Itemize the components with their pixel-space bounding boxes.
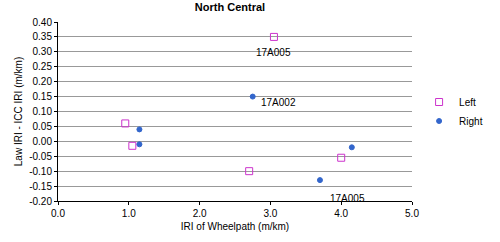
svg-text:-0.05: -0.05: [29, 151, 52, 162]
svg-text:17A005: 17A005: [256, 47, 291, 58]
svg-text:1.0: 1.0: [122, 208, 136, 219]
svg-text:-0.20: -0.20: [29, 196, 52, 207]
svg-text:0.30: 0.30: [33, 46, 53, 57]
svg-text:0.25: 0.25: [33, 61, 53, 72]
svg-text:2.0: 2.0: [193, 208, 207, 219]
svg-text:17A002: 17A002: [261, 97, 296, 108]
svg-text:0.10: 0.10: [33, 106, 53, 117]
svg-text:5.0: 5.0: [405, 208, 419, 219]
svg-text:3.0: 3.0: [263, 208, 277, 219]
svg-text:0.00: 0.00: [33, 136, 53, 147]
svg-text:17A005: 17A005: [330, 193, 365, 204]
svg-text:0.15: 0.15: [33, 91, 53, 102]
svg-text:0.0: 0.0: [51, 208, 65, 219]
svg-text:0.35: 0.35: [33, 31, 53, 42]
svg-text:4.0: 4.0: [334, 208, 348, 219]
svg-text:-0.10: -0.10: [29, 166, 52, 177]
svg-text:North Central: North Central: [195, 1, 265, 13]
svg-text:-0.15: -0.15: [29, 181, 52, 192]
svg-text:Left: Left: [459, 97, 476, 108]
svg-text:0.20: 0.20: [33, 76, 53, 87]
svg-text:0.40: 0.40: [33, 17, 53, 28]
svg-text:Right: Right: [459, 116, 483, 127]
svg-text:Law IRI - ICC IRI (m/km): Law IRI - ICC IRI (m/km): [13, 57, 24, 166]
svg-text:IRI of Wheelpath (m/km): IRI of Wheelpath (m/km): [181, 221, 289, 232]
svg-text:0.05: 0.05: [33, 121, 53, 132]
